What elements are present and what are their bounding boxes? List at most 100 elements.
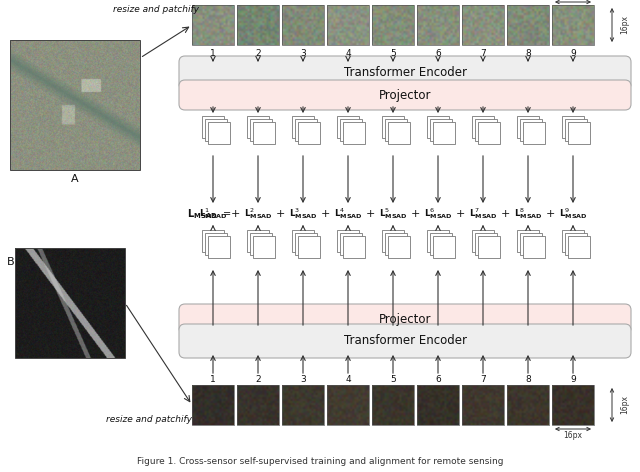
FancyBboxPatch shape <box>179 304 631 334</box>
Text: resize and patchify: resize and patchify <box>113 6 199 15</box>
Text: $\mathbf{L}^{4}_{\mathbf{MSAD}}$: $\mathbf{L}^{4}_{\mathbf{MSAD}}$ <box>333 207 362 221</box>
Bar <box>208 122 230 144</box>
Bar <box>205 233 227 255</box>
Text: $\mathbf{L}^{3}_{\mathbf{MSAD}}$: $\mathbf{L}^{3}_{\mathbf{MSAD}}$ <box>289 207 317 221</box>
Text: 5: 5 <box>390 376 396 385</box>
Text: +: + <box>276 209 285 219</box>
Bar <box>475 233 497 255</box>
Bar <box>462 385 504 425</box>
Bar <box>565 233 587 255</box>
Bar <box>295 119 317 141</box>
Bar <box>247 116 269 138</box>
Text: 7: 7 <box>480 49 486 58</box>
Text: +: + <box>456 209 465 219</box>
Bar <box>237 5 279 45</box>
Bar <box>202 230 224 252</box>
Text: 3: 3 <box>300 376 306 385</box>
Bar <box>340 119 362 141</box>
Bar <box>298 236 320 258</box>
Bar <box>427 230 449 252</box>
Text: 8: 8 <box>525 49 531 58</box>
Bar <box>372 385 414 425</box>
Bar <box>282 385 324 425</box>
Text: 8: 8 <box>525 376 531 385</box>
Bar <box>202 116 224 138</box>
Bar <box>433 122 455 144</box>
Bar <box>292 116 314 138</box>
Bar <box>552 5 594 45</box>
Bar <box>507 385 549 425</box>
Bar <box>205 119 227 141</box>
Text: Projector: Projector <box>379 89 431 101</box>
Text: 4: 4 <box>345 49 351 58</box>
Bar <box>327 5 369 45</box>
Text: 6: 6 <box>435 376 441 385</box>
Bar <box>562 230 584 252</box>
Text: +: + <box>501 209 510 219</box>
Text: 4: 4 <box>345 376 351 385</box>
Text: 9: 9 <box>570 49 576 58</box>
Bar <box>523 236 545 258</box>
Bar <box>388 122 410 144</box>
Text: +: + <box>411 209 420 219</box>
Bar <box>565 119 587 141</box>
Text: 9: 9 <box>570 376 576 385</box>
Bar <box>523 122 545 144</box>
Text: resize and patchify: resize and patchify <box>106 415 191 424</box>
Text: Transformer Encoder: Transformer Encoder <box>344 67 467 79</box>
Bar <box>337 230 359 252</box>
Bar <box>337 116 359 138</box>
Bar <box>430 119 452 141</box>
Bar <box>568 236 590 258</box>
Bar <box>478 236 500 258</box>
Bar <box>382 230 404 252</box>
Text: +: + <box>321 209 330 219</box>
Text: 1: 1 <box>210 49 216 58</box>
Text: A: A <box>71 174 79 184</box>
Bar <box>343 236 365 258</box>
Bar <box>192 385 234 425</box>
Bar <box>427 116 449 138</box>
Text: 16px: 16px <box>620 16 629 34</box>
Text: 1: 1 <box>210 376 216 385</box>
Bar <box>430 233 452 255</box>
Bar <box>253 236 275 258</box>
Bar <box>327 385 369 425</box>
Bar <box>478 122 500 144</box>
Text: 6: 6 <box>435 49 441 58</box>
Text: 16px: 16px <box>563 431 582 440</box>
Bar <box>388 236 410 258</box>
Text: B: B <box>7 257 15 267</box>
Bar <box>517 230 539 252</box>
Text: Figure 1. Cross-sensor self-supervised training and alignment for remote sensing: Figure 1. Cross-sensor self-supervised t… <box>137 457 503 466</box>
Bar <box>247 230 269 252</box>
Bar <box>552 385 594 425</box>
FancyBboxPatch shape <box>179 80 631 110</box>
Bar <box>340 233 362 255</box>
Bar <box>237 385 279 425</box>
Text: Projector: Projector <box>379 312 431 326</box>
Bar <box>472 230 494 252</box>
Bar <box>507 5 549 45</box>
Bar <box>208 236 230 258</box>
Bar <box>10 40 140 170</box>
Bar <box>250 233 272 255</box>
Bar <box>382 116 404 138</box>
Bar <box>292 230 314 252</box>
Bar <box>520 119 542 141</box>
Bar <box>385 233 407 255</box>
Bar <box>417 5 459 45</box>
Text: $\mathbf{L}_{\mathbf{MSAD}}$  =: $\mathbf{L}_{\mathbf{MSAD}}$ = <box>187 207 232 221</box>
Text: 5: 5 <box>390 49 396 58</box>
Bar <box>372 5 414 45</box>
Text: 16px: 16px <box>620 396 629 414</box>
FancyBboxPatch shape <box>179 324 631 358</box>
Bar <box>282 5 324 45</box>
Text: +: + <box>546 209 555 219</box>
Text: $\mathbf{L}^{7}_{\mathbf{MSAD}}$: $\mathbf{L}^{7}_{\mathbf{MSAD}}$ <box>468 207 497 221</box>
Text: 2: 2 <box>255 49 261 58</box>
Text: +: + <box>231 209 240 219</box>
Bar <box>250 119 272 141</box>
Text: $\mathbf{L}^{2}_{\mathbf{MSAD}}$: $\mathbf{L}^{2}_{\mathbf{MSAD}}$ <box>244 207 272 221</box>
Text: 2: 2 <box>255 376 261 385</box>
